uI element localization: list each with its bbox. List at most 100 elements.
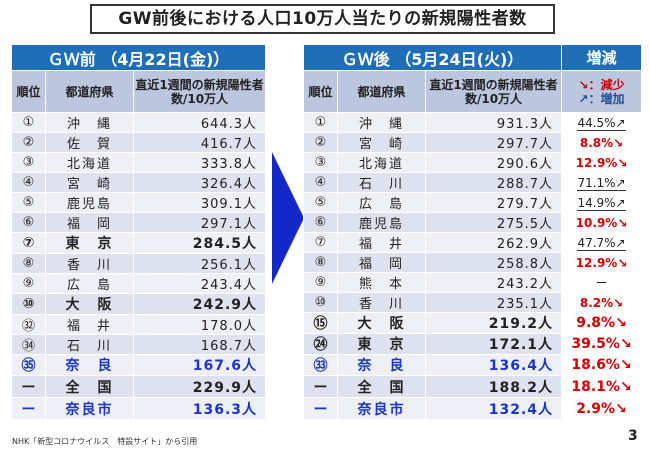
prefecture-cell: 石 川	[337, 172, 426, 193]
change-cell: 71.1%↗	[561, 172, 643, 193]
prefecture-name: 佐 賀	[62, 137, 116, 152]
rank-cell: ③	[11, 152, 46, 173]
col-value-header: 直近1週間の新規陽性者数/10万人	[132, 70, 267, 113]
rank-cell: ②	[11, 132, 46, 153]
prefecture-cell: 広 島	[45, 273, 134, 294]
change-cell: ー	[561, 272, 643, 293]
change-cell: 14.9%↗	[561, 192, 643, 213]
table-row: ② 宮 崎 297.7人 8.8%↘	[303, 132, 643, 153]
prefecture-name: 北海道	[358, 157, 404, 172]
change-cell: 39.5%↘	[561, 333, 643, 355]
prefecture-cell: 沖 縄	[45, 112, 134, 133]
prefecture-cell: 福 岡	[337, 252, 426, 273]
value-cell: 290.6人	[424, 152, 563, 173]
value-cell: 288.7人	[424, 172, 563, 193]
table-row: ⑩ 香 川 235.1人 8.2%↘	[303, 292, 643, 313]
prefecture-cell: 香 川	[337, 292, 426, 313]
table-header-after: ＧＷ後 （5月24日(火)）	[302, 44, 563, 71]
source-footer: NHK「新型コロナウイルス 特設サイト」から引用	[12, 437, 198, 446]
table-row: ⑤ 鹿児島 309.1人	[11, 192, 267, 213]
value-cell: 297.1人	[132, 212, 267, 233]
table-after-gw: ＧＷ後 （5月24日(火)） 増減 順位 都道府県 直近1週間の新規陽性者数/1…	[302, 44, 643, 420]
table-row: ⑩ 大 阪 242.9人	[11, 293, 267, 315]
table-row: ③ 北海道 333.8人	[11, 152, 267, 173]
prefecture-cell: 宮 崎	[45, 172, 134, 193]
col-rank-header: 順位	[303, 70, 338, 113]
rank-cell: ③	[303, 152, 338, 173]
value-cell: 931.3人	[424, 112, 563, 133]
change-cell: 8.8%↘	[561, 132, 643, 153]
change-value: 2.9%↘	[576, 400, 627, 417]
value-cell: 644.3人	[132, 112, 267, 133]
legend-down: ↘：減少	[578, 77, 625, 92]
prefecture-name: 福 井	[62, 319, 116, 334]
rank-cell: ⑥	[11, 212, 46, 233]
change-value: 8.8%↘	[579, 135, 624, 150]
table-row: ㉝ 奈 良 136.4人 18.6%↘	[303, 354, 643, 376]
rank-cell: ー	[303, 375, 338, 398]
prefecture-cell: 大 阪	[45, 293, 134, 315]
page-number: 3	[628, 428, 638, 444]
prefecture-cell: 北海道	[45, 152, 134, 173]
prefecture-name: 香 川	[358, 297, 404, 312]
value-cell: 136.3人	[132, 397, 267, 420]
table-row: ① 沖 縄 644.3人	[11, 112, 267, 133]
table-row: ⑦ 福 井 262.9人 47.7%↗	[303, 232, 643, 253]
prefecture-name: 東 京	[357, 337, 406, 353]
col-rank-header: 順位	[11, 70, 46, 113]
value-cell: 243.4人	[132, 273, 267, 294]
change-value: 18.6%↘	[571, 357, 632, 373]
prefecture-cell: 奈良市	[337, 397, 426, 420]
prefecture-name: 宮 崎	[358, 137, 404, 152]
col-value-header: 直近1週間の新規陽性者数/10万人	[424, 70, 563, 113]
value-cell: 219.2人	[424, 312, 563, 334]
change-cell: 47.7%↗	[561, 232, 643, 253]
table-row: ⑤ 広 島 279.7人 14.9%↗	[303, 192, 643, 213]
value-cell: 416.7人	[132, 132, 267, 153]
prefecture-name: 鹿児島	[358, 217, 404, 232]
prefecture-name: 東 京	[65, 236, 114, 252]
rank-cell: ㉜	[11, 314, 46, 335]
value-cell: 333.8人	[132, 152, 267, 173]
prefecture-name: 福 井	[354, 237, 408, 252]
prefecture-name: 石 川	[354, 177, 408, 192]
prefecture-cell: 宮 崎	[337, 132, 426, 153]
table-row: ー 全 国 188.2人 18.1%↘	[303, 375, 643, 398]
value-cell: 284.5人	[132, 232, 267, 254]
rank-cell: ①	[303, 112, 338, 133]
rank-cell: ④	[11, 172, 46, 193]
prefecture-name: 福 岡	[66, 217, 112, 232]
right-arrow-icon	[272, 152, 304, 284]
prefecture-cell: 鹿児島	[337, 212, 426, 233]
rank-cell: ⑤	[11, 192, 46, 213]
table-row: ⑧ 香 川 256.1人	[11, 253, 267, 274]
change-cell: 2.9%↘	[561, 397, 643, 420]
prefecture-name: 鹿児島	[66, 197, 112, 212]
rank-cell: ⑨	[303, 272, 338, 293]
prefecture-name: 香 川	[66, 258, 112, 273]
prefecture-name: 大 阪	[65, 297, 114, 313]
change-cell: 8.2%↘	[561, 292, 643, 313]
rank-cell: ⑩	[303, 292, 338, 313]
rank-cell: ⑧	[11, 253, 46, 274]
prefecture-cell: 東 京	[337, 333, 426, 355]
value-cell: 262.9人	[424, 232, 563, 253]
prefecture-cell: 熊 本	[337, 272, 426, 293]
prefecture-name: 北海道	[66, 157, 112, 172]
table-row: ⑨ 熊 本 243.2人 ー	[303, 272, 643, 293]
value-cell: 172.1人	[424, 333, 563, 355]
prefecture-cell: 全 国	[45, 375, 134, 398]
change-value: 10.9%↘	[575, 215, 628, 230]
col-pref-header: 都道府県	[45, 70, 134, 113]
change-cell: 9.8%↘	[561, 312, 643, 334]
table-row: ㉟ 奈 良 167.6人	[11, 354, 267, 376]
prefecture-name: 熊 本	[358, 277, 404, 292]
table-row: ④ 石 川 288.7人 71.1%↗	[303, 172, 643, 193]
rank-cell: ①	[11, 112, 46, 133]
prefecture-cell: 奈 良	[337, 354, 426, 376]
table-row: ③ 北海道 290.6人 12.9%↘	[303, 152, 643, 173]
table-row: ④ 宮 崎 326.4人	[11, 172, 267, 193]
prefecture-cell: 全 国	[337, 375, 426, 398]
prefecture-cell: 香 川	[45, 253, 134, 274]
table-row: ① 沖 縄 931.3人 44.5%↗	[303, 112, 643, 133]
